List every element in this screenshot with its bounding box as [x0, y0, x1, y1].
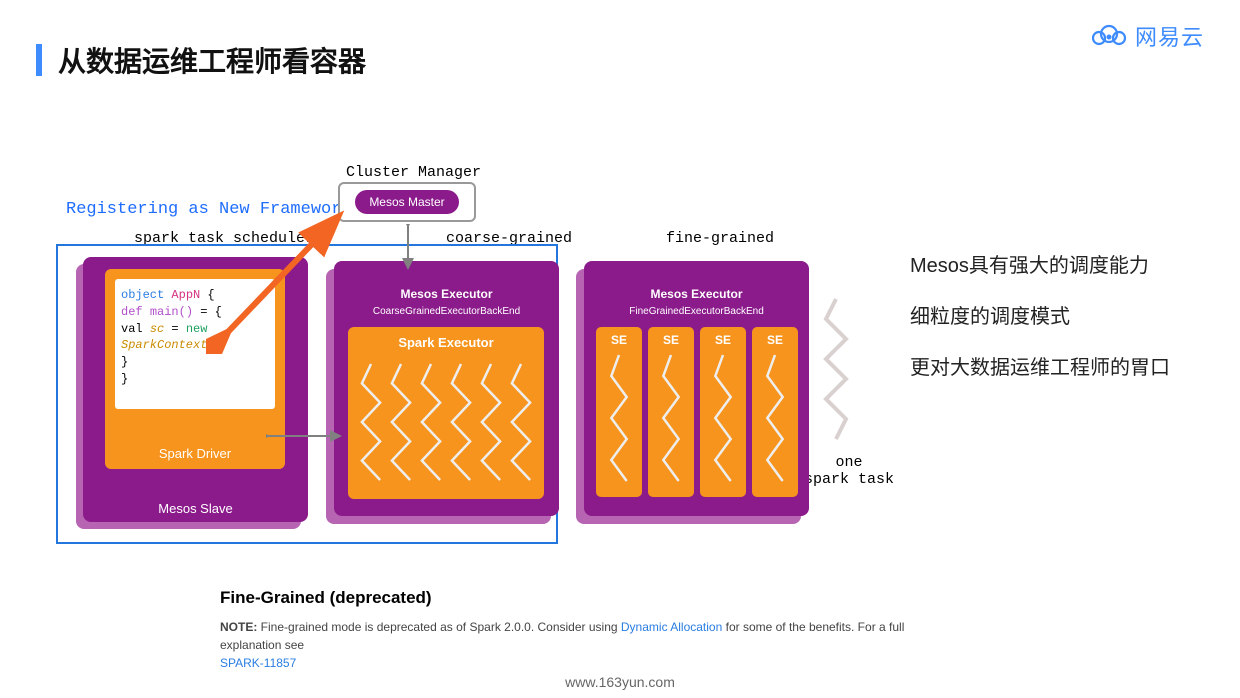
- note-title: Fine-Grained (deprecated): [220, 588, 960, 608]
- footer-url: www.163yun.com: [565, 674, 675, 690]
- comment-2: 细粒度的调度模式: [910, 303, 1210, 332]
- cluster-manager-label: Cluster Manager: [346, 164, 481, 181]
- spark-ticket-link[interactable]: SPARK-11857: [220, 656, 296, 670]
- fine-exec-header: Mesos Executor FineGrainedExecutorBackEn…: [584, 261, 809, 318]
- task-squiggle-icon: [816, 294, 856, 449]
- note-body: NOTE: Fine-grained mode is deprecated as…: [220, 618, 960, 672]
- spark-driver-label: Spark Driver: [105, 446, 285, 461]
- driver-exec-arrow-icon: [266, 426, 346, 451]
- se-box: SE: [596, 327, 642, 497]
- master-exec-arrow-icon: [396, 224, 436, 279]
- deprecated-note: Fine-Grained (deprecated) NOTE: Fine-gra…: [220, 588, 960, 672]
- title-accent: [36, 44, 42, 76]
- comment-1: Mesos具有强大的调度能力: [910, 252, 1210, 281]
- one-task-label: one spark task: [799, 454, 899, 488]
- comment-3: 更对大数据运维工程师的胃口: [910, 354, 1210, 383]
- page-title: 从数据运维工程师看容器: [58, 40, 366, 80]
- logo-text: 网易云: [1135, 20, 1204, 52]
- fine-executor: Mesos Executor FineGrainedExecutorBackEn…: [576, 269, 801, 529]
- se-box: SE: [752, 327, 798, 497]
- se-box: SE: [648, 327, 694, 497]
- spark-task-label: spark task: [804, 471, 894, 488]
- fine-grained-label: fine-grained: [666, 230, 774, 247]
- title-bar: 从数据运维工程师看容器: [36, 40, 366, 80]
- spark-executor-box: Spark Executor: [348, 327, 544, 499]
- mesos-slave-label: Mesos Slave: [83, 501, 308, 516]
- coarse-exec-header: Mesos Executor CoarseGrainedExecutorBack…: [334, 261, 559, 318]
- mesos-master-pill: Mesos Master: [355, 190, 458, 214]
- cloud-icon: [1089, 23, 1129, 49]
- one-label: one: [835, 454, 862, 471]
- mesos-master-box: Mesos Master: [338, 182, 476, 222]
- brand-logo: 网易云: [1089, 20, 1204, 52]
- architecture-diagram: Cluster Manager Registering as New Frame…: [56, 144, 876, 564]
- commentary: Mesos具有强大的调度能力 细粒度的调度模式 更对大数据运维工程师的胃口: [910, 252, 1210, 405]
- coarse-executor: Mesos Executor CoarseGrainedExecutorBack…: [326, 269, 551, 529]
- register-arrow-icon: [206, 204, 356, 359]
- se-box: SE: [700, 327, 746, 497]
- dynamic-allocation-link[interactable]: Dynamic Allocation: [621, 620, 722, 634]
